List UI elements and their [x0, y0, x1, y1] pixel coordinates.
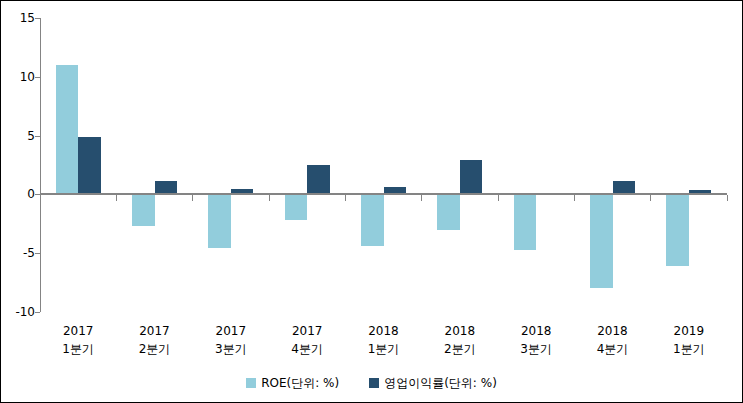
x-axis-label-year: 2017 [40, 322, 116, 340]
x-axis-tick [574, 195, 575, 201]
x-axis-label: 20172분기 [116, 322, 192, 358]
roe-bar [590, 194, 613, 288]
x-axis-label-quarter: 1분기 [345, 340, 421, 358]
roe-bar [208, 194, 231, 248]
quarterly-roe-operating-margin-bar-chart: 151050-5-1020171분기20172분기20173분기20174분기2… [0, 0, 743, 403]
x-axis-tick [650, 195, 651, 201]
x-axis-label-quarter: 3분기 [498, 340, 574, 358]
legend-item-operating-margin: 영업이익률(단위: %) [369, 375, 497, 392]
roe-bar [56, 65, 79, 194]
x-axis-label: 20181분기 [345, 322, 421, 358]
plot-area: 151050-5-1020171분기20172분기20173분기20174분기2… [1, 1, 742, 402]
operating-margin-bar [460, 160, 483, 194]
y-axis-tick [35, 312, 40, 313]
x-axis-tick [192, 195, 193, 201]
operating-margin-bar [307, 165, 330, 194]
x-axis-tick [269, 195, 270, 201]
y-axis-tick [35, 18, 40, 19]
y-axis-tick-label: 15 [1, 10, 35, 26]
y-axis-tick-label: -5 [1, 245, 35, 261]
y-axis-tick-label: 0 [1, 186, 35, 202]
x-axis-label-year: 2017 [116, 322, 192, 340]
x-axis-label: 20182분기 [422, 322, 498, 358]
y-axis-tick-label: 5 [1, 128, 35, 144]
x-axis-label-quarter: 4분기 [574, 340, 650, 358]
roe-bar [666, 194, 689, 266]
y-axis-tick-label: -10 [1, 304, 35, 320]
x-axis-label-year: 2017 [193, 322, 269, 340]
legend-label: 영업이익률(단위: %) [384, 375, 497, 392]
x-axis-label-year: 2018 [498, 322, 574, 340]
x-axis-tick [116, 195, 117, 201]
x-axis-label: 20174분기 [269, 322, 345, 358]
x-axis-label-quarter: 3분기 [193, 340, 269, 358]
roe-legend-swatch-icon [246, 378, 256, 388]
x-axis-label: 20173분기 [193, 322, 269, 358]
x-axis-label-quarter: 1분기 [40, 340, 116, 358]
y-axis-tick [35, 253, 40, 254]
x-axis-label: 20191분기 [651, 322, 727, 358]
legend-label: ROE(단위: %) [261, 375, 339, 392]
y-axis-tick [35, 136, 40, 137]
operating-margin-legend-swatch-icon [369, 378, 379, 388]
x-axis-label-quarter: 4분기 [269, 340, 345, 358]
x-axis-zero-line [40, 193, 727, 195]
x-axis-label-quarter: 2분기 [422, 340, 498, 358]
x-axis-label: 20184분기 [574, 322, 650, 358]
x-axis-label: 20171분기 [40, 322, 116, 358]
x-axis-tick [345, 195, 346, 201]
x-axis-label-year: 2017 [269, 322, 345, 340]
x-axis-label-quarter: 2분기 [116, 340, 192, 358]
roe-bar [437, 194, 460, 229]
roe-bar [132, 194, 155, 226]
x-axis-label-year: 2018 [574, 322, 650, 340]
x-axis-label-year: 2018 [345, 322, 421, 340]
y-axis-line [40, 18, 41, 312]
roe-bar [361, 194, 384, 246]
x-axis-label-year: 2019 [651, 322, 727, 340]
x-axis-tick [421, 195, 422, 201]
x-axis-label-quarter: 1분기 [651, 340, 727, 358]
y-axis-tick-label: 10 [1, 69, 35, 85]
operating-margin-bar [78, 137, 101, 195]
roe-bar [514, 194, 537, 249]
x-axis-label: 20183분기 [498, 322, 574, 358]
legend-item-roe: ROE(단위: %) [246, 375, 339, 392]
x-axis-tick [498, 195, 499, 201]
y-axis-tick [35, 77, 40, 78]
x-axis-label-year: 2018 [422, 322, 498, 340]
chart-legend: ROE(단위: %) 영업이익률(단위: %) [1, 372, 742, 394]
roe-bar [285, 194, 308, 220]
x-axis-tick [727, 195, 728, 201]
